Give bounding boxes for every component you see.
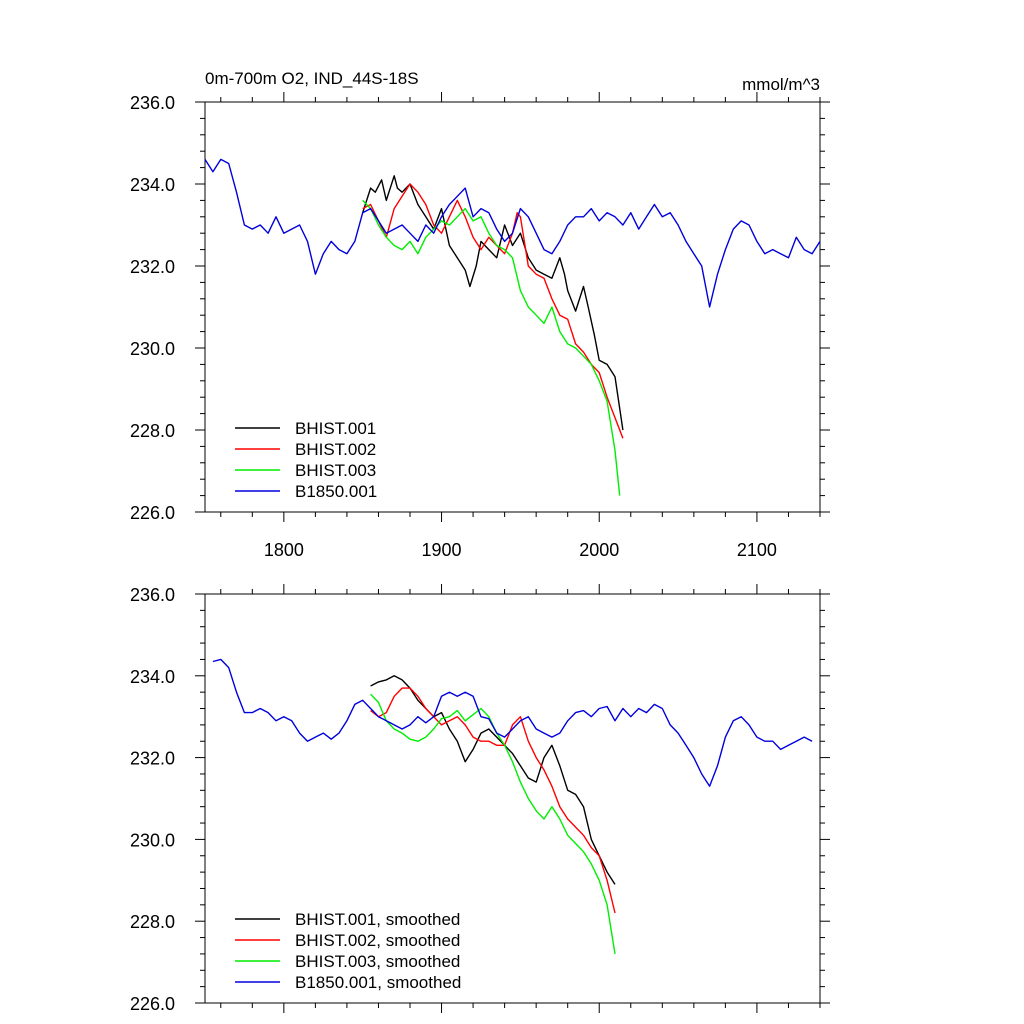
y-tick-label: 236.0: [130, 585, 175, 605]
plot-frame: [204, 101, 821, 513]
legend-entry: BHIST.003, smoothed: [295, 952, 460, 971]
series-line-2: [370, 687, 616, 914]
y-tick-label: 232.0: [130, 749, 175, 769]
y-tick-label: 234.0: [130, 175, 175, 195]
y-tick-label: 230.0: [130, 830, 175, 850]
series-line-4: [212, 658, 813, 787]
y-tick-label: 228.0: [130, 912, 175, 932]
legend-entry: B1850.001: [295, 482, 377, 501]
series-line-1: [362, 175, 624, 431]
legend-entry: BHIST.002: [295, 440, 376, 459]
legend-entry: BHIST.001: [295, 419, 376, 438]
x-tick-label: 2000: [579, 540, 619, 560]
chart-panel-1: 1800 1900 2000 2100 226.0 228.0 230.0 232.0 234.…: [130, 69, 830, 560]
y-tick-label: 236.0: [130, 93, 175, 113]
y-tick-label: 234.0: [130, 667, 175, 687]
y-tick-label: 230.0: [130, 339, 175, 359]
x-tick-label: 1900: [422, 540, 462, 560]
legend-entry: BHIST.003: [295, 461, 376, 480]
x-tick-label: 1800: [264, 540, 304, 560]
legend-entry: B1850.001, smoothed: [295, 973, 461, 992]
x-tick-label: 2100: [737, 540, 777, 560]
y-tick-label: 226.0: [130, 994, 175, 1014]
legend-entry: BHIST.002, smoothed: [295, 931, 460, 950]
plot-frame: [204, 593, 821, 1004]
chart-panel-2: 226.0 228.0 230.0 232.0 234.0 236.0 BHIST.001,…: [130, 584, 830, 1014]
series-line-1: [370, 675, 616, 885]
y-tick-label: 228.0: [130, 421, 175, 441]
series-line-4: [204, 158, 821, 308]
units-label: mmol/m^3: [742, 75, 820, 94]
chart-title: 0m-700m O2, IND_44S-18S: [205, 69, 419, 88]
series-line-3: [362, 199, 621, 496]
y-tick-label: 226.0: [130, 503, 175, 523]
y-tick-label: 232.0: [130, 257, 175, 277]
legend-entry: BHIST.001, smoothed: [295, 910, 460, 929]
